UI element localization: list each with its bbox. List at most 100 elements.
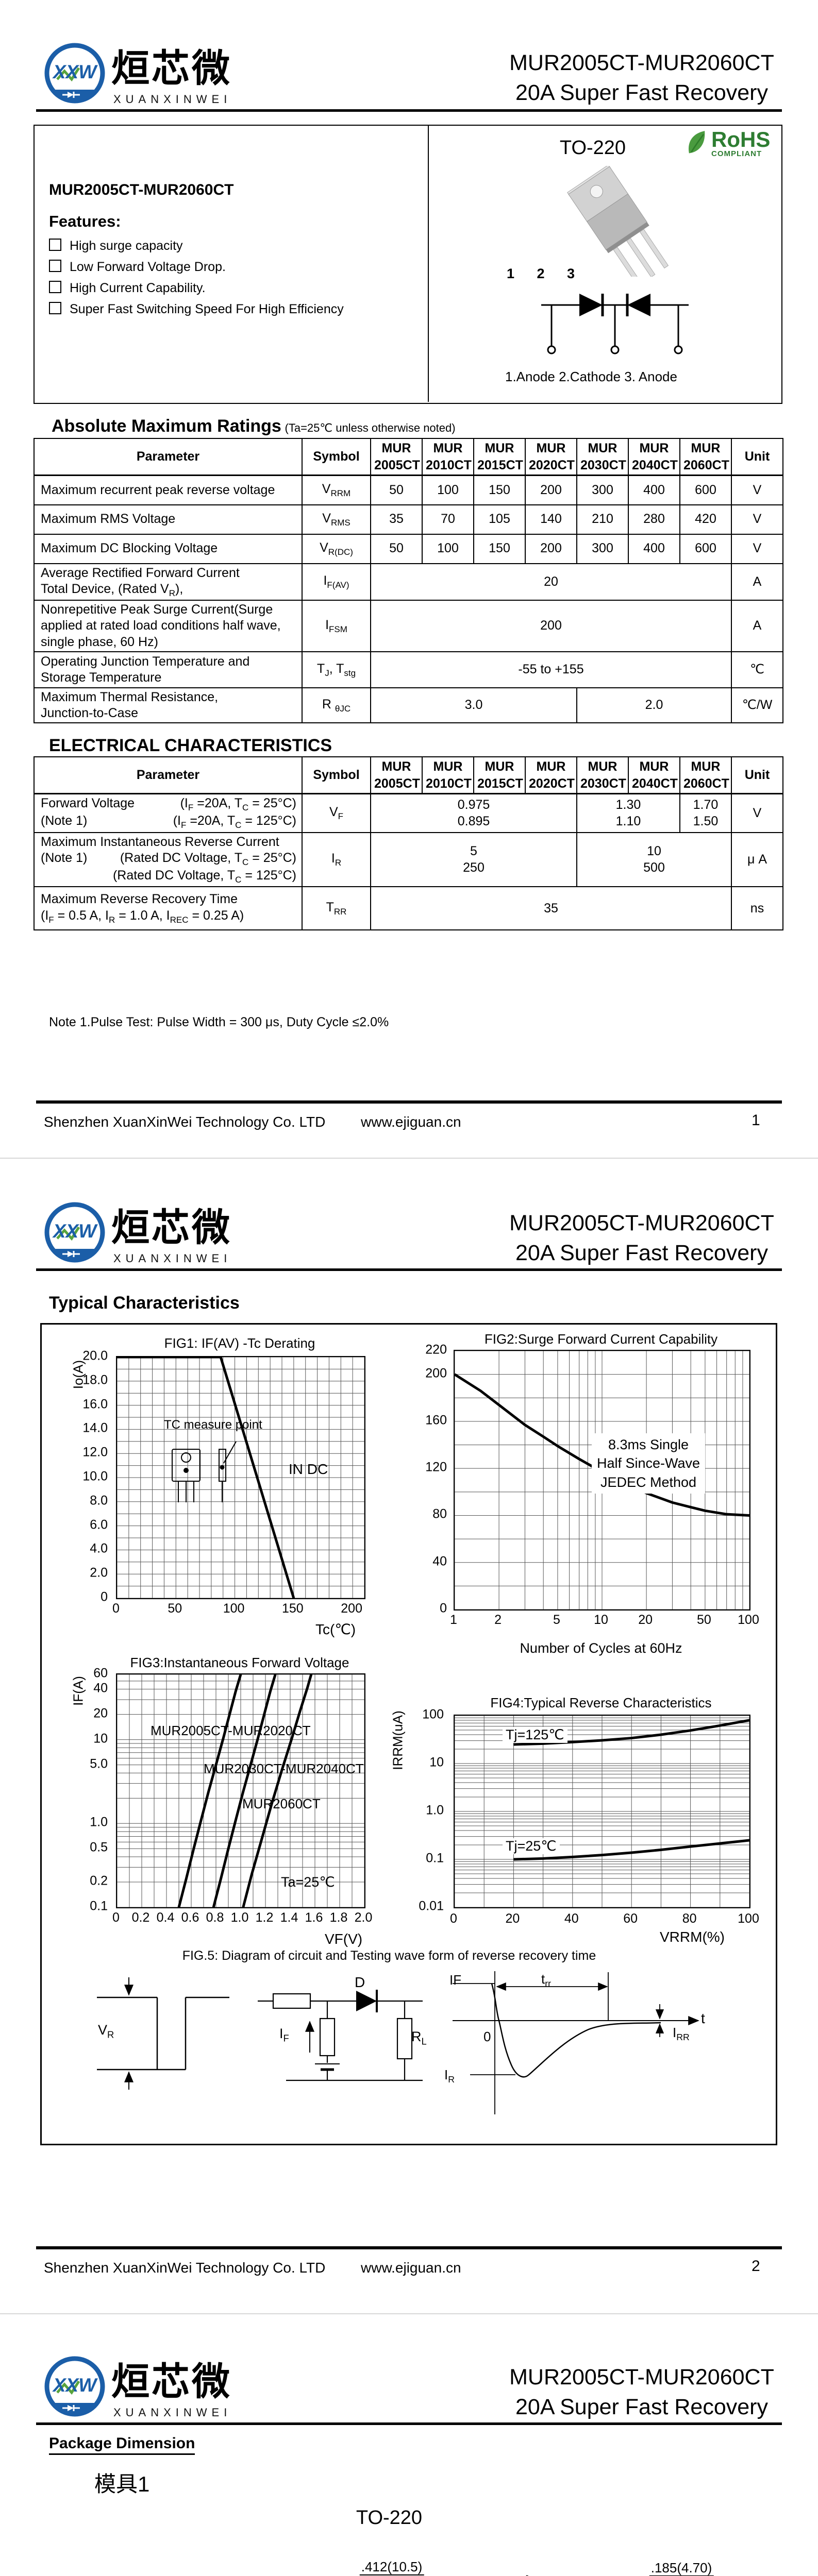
cell: VR(DC): [302, 533, 371, 564]
tick-label: 1.2: [255, 1910, 274, 1925]
tick-label: 0: [101, 1589, 108, 1604]
cell: 400: [628, 533, 680, 564]
cell: 3.0: [370, 687, 577, 724]
fig1-title: FIG1: IF(AV) -Tc Derating: [164, 1335, 315, 1351]
fig5-vr-label: VR: [98, 2022, 114, 2040]
rohs-subtitle: COMPLIANT: [711, 149, 762, 158]
fig3-x-label: VF(V): [325, 1931, 363, 1947]
footer-company: Shenzhen XuanXinWei Technology Co. LTD: [44, 1114, 326, 1130]
fig1-curve: [117, 1357, 294, 1598]
tick-label: 18.0: [82, 1372, 108, 1387]
fig4-title: FIG4:Typical Reverse Characteristics: [490, 1695, 712, 1710]
fig4-y-axis: 0.01 0.1 1.0 10 100: [410, 1708, 447, 1912]
tick-label: 120: [425, 1460, 447, 1475]
tick-label: 40: [432, 1554, 447, 1569]
ec-row-vf: Forward Voltage (IF =20A, TC = 25°C) (Not…: [34, 793, 783, 833]
tick-label: 2: [494, 1613, 502, 1627]
amr-title: Absolute Maximum Ratings: [52, 416, 281, 436]
doc-title-line2: 20A Super Fast Recovery: [515, 1241, 768, 1265]
cell: ℃: [731, 651, 783, 688]
cell: ns: [731, 886, 783, 931]
cell: 1.30 1.10: [576, 793, 680, 833]
mold-label: 模具1: [94, 2472, 150, 2496]
doc-title-line1: MUR2005CT-MUR2060CT: [509, 1211, 774, 1235]
logo-icon: XXW: [44, 2356, 105, 2417]
fig1-annotation-indc: IN DC: [289, 1461, 328, 1477]
fig3-y-axis: 0.1 0.2 0.5 1.0 5.0 10 20 40 60: [67, 1667, 111, 1912]
cell: 20: [370, 563, 732, 601]
tick-label: 200: [341, 1601, 362, 1616]
cell: 300: [576, 474, 629, 505]
footer-company: Shenzhen XuanXinWei Technology Co. LTD: [44, 2260, 326, 2276]
cell: Nonrepetitive Peak Surge Current(Surge a…: [34, 600, 303, 652]
fig3-series-label-1: MUR2005CT-MUR2020CT: [151, 1723, 311, 1738]
section-title: Typical Characteristics: [49, 1293, 240, 1313]
company-logo: XXW: [44, 2355, 106, 2417]
cell: 100: [422, 533, 474, 564]
cell: 400: [628, 474, 680, 505]
tick-label: 0.01: [419, 1899, 444, 1913]
cell: Forward Voltage (IF =20A, TC = 25°C) (Not…: [34, 793, 303, 833]
footer-site: www.ejiguan.cn: [361, 1114, 461, 1130]
tick-label: 0.2: [131, 1910, 150, 1925]
cell: A: [731, 563, 783, 601]
tick-label: 220: [425, 1342, 447, 1357]
features-title: Features:: [49, 212, 121, 230]
cell: IFSM: [302, 600, 371, 652]
tick-label: 20.0: [82, 1348, 108, 1363]
fig4-x-axis: 0 20 40 60 80 100: [450, 1910, 759, 1927]
tick-label: 200: [425, 1366, 447, 1381]
cell: MUR 2005CT: [370, 756, 423, 794]
tick-label: 10: [429, 1755, 444, 1770]
tick-label: 1.0: [90, 1815, 108, 1829]
tick-label: 80: [432, 1506, 447, 1521]
cell: 280: [628, 504, 680, 535]
cell: -55 to +155: [370, 651, 732, 688]
tick-label: 50: [696, 1613, 711, 1627]
cell: V: [731, 793, 783, 833]
tick-label: 0.5: [90, 1840, 108, 1855]
fig4-curve-125c: [513, 1720, 749, 1744]
fig3-ta-label: Ta=25℃: [281, 1874, 335, 1890]
amr-row-ifsm: Nonrepetitive Peak Surge Current(Surge a…: [34, 600, 783, 652]
cell: Maximum recurrent peak reverse voltage: [34, 474, 303, 505]
cell: IR: [302, 832, 371, 888]
doc-title-line2: 20A Super Fast Recovery: [515, 80, 768, 105]
fig2-x-label: Number of Cycles at 60Hz: [520, 1640, 682, 1656]
fig5-ir-label: IR: [444, 2067, 455, 2085]
fig5-vr-pulse-diagram: [88, 1969, 237, 2102]
features-package-box: [34, 125, 782, 404]
page-number: 2: [752, 2258, 760, 2275]
tick-label: 5.0: [90, 1756, 108, 1771]
amr-row-tj: Operating Junction Temperature and Stora…: [34, 651, 783, 688]
cell: 10 500: [576, 832, 732, 888]
cell: Maximum Reverse Recovery Time (IF = 0.5 …: [34, 886, 303, 931]
page-separator: [0, 1158, 818, 1159]
feature-text: High surge capacity: [70, 239, 183, 253]
cell: Operating Junction Temperature and Stora…: [34, 651, 303, 688]
fig5-trr-label: trr: [541, 1971, 552, 1989]
diode-schematic: [530, 289, 700, 369]
header-rule: [36, 1268, 782, 1271]
tick-label: 6.0: [90, 1517, 108, 1532]
gridlines: [455, 1716, 749, 1907]
tick-label: 8.0: [90, 1493, 108, 1508]
cell: 1.70 1.50: [679, 793, 732, 833]
cell: MUR 2020CT: [525, 756, 577, 794]
fig5-title: FIG.5: Diagram of circuit and Testing wa…: [182, 1948, 596, 1963]
tick-label: 150: [281, 1601, 304, 1616]
feature-item: Super Fast Switching Speed For High Effi…: [49, 302, 344, 317]
cell: Parameter: [34, 756, 303, 794]
cell: 100: [422, 474, 474, 505]
cell: MUR 2010CT: [422, 438, 474, 476]
rohs-title: RoHS: [711, 127, 771, 151]
tick-label: 2.0: [90, 1565, 108, 1580]
tick-label: 80: [682, 1911, 697, 1926]
brand-name-cn: 烜芯微: [111, 2360, 232, 2403]
tick-label: 0: [450, 1911, 457, 1926]
fig3-title: FIG3:Instantaneous Forward Voltage: [130, 1655, 349, 1670]
amr-row-vrrm: Maximum recurrent peak reverse voltage V…: [34, 474, 783, 505]
pin-numbers: 1 2 3: [507, 266, 585, 281]
fig4-y-label: IRRM(uA): [390, 1710, 406, 1770]
tick-label: 16.0: [82, 1397, 108, 1412]
